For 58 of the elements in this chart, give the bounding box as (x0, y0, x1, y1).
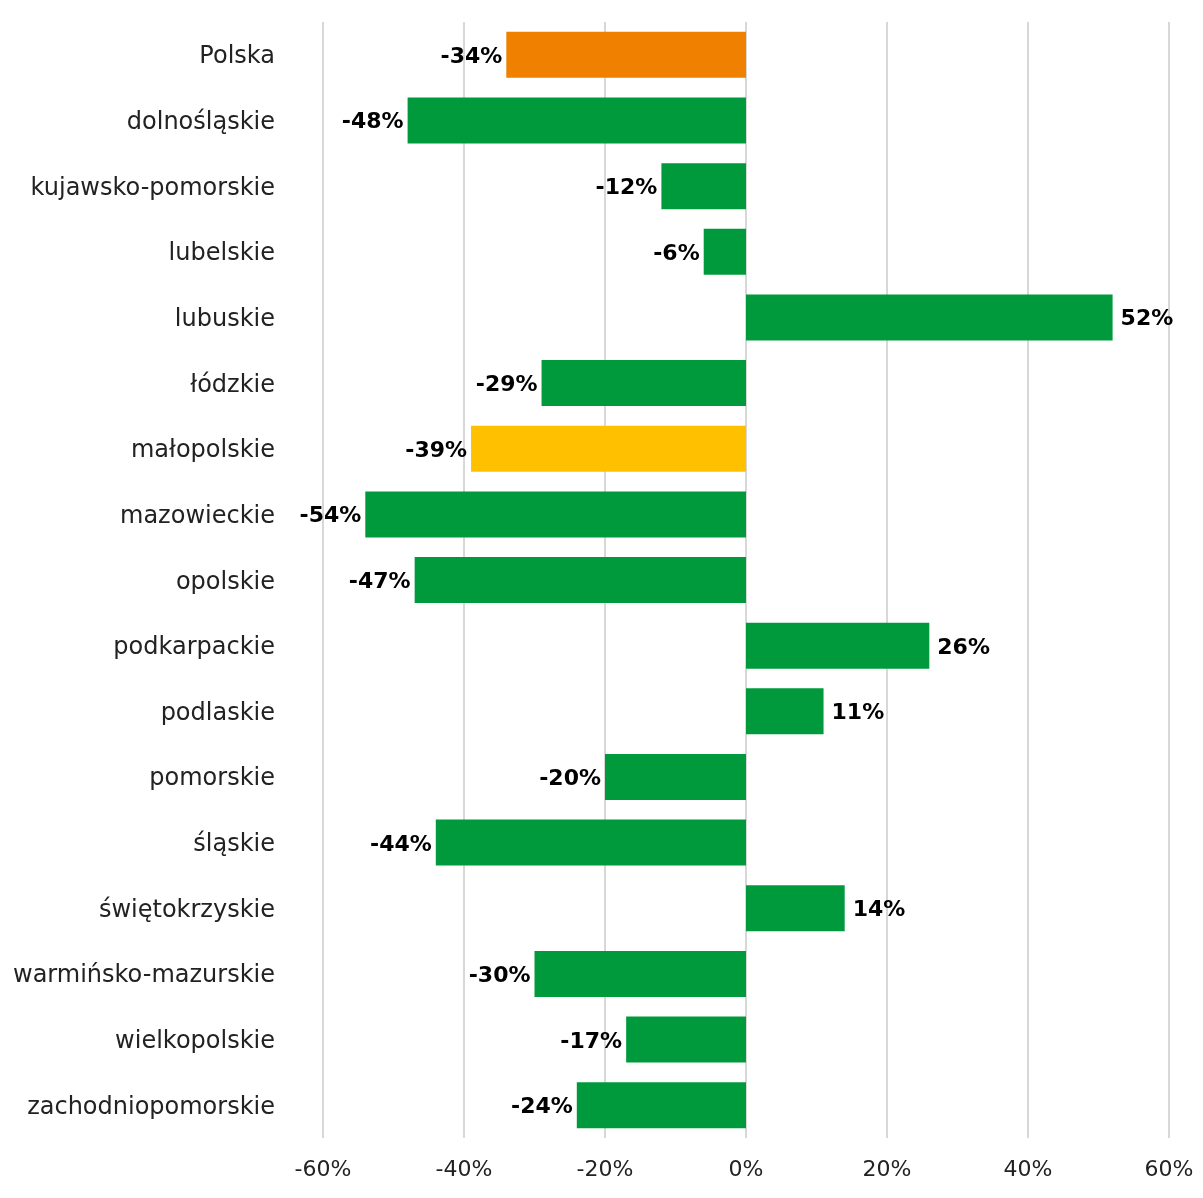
data-label: -24% (511, 1093, 573, 1119)
y-tick-label: mazowieckie (120, 500, 275, 529)
bar (435, 819, 746, 866)
x-tick-label: 60% (1144, 1155, 1194, 1181)
bar (746, 294, 1113, 341)
data-label: -34% (440, 42, 503, 68)
x-tick-label: -60% (294, 1155, 352, 1181)
y-tick-label: łódzkie (190, 369, 275, 398)
y-tick-label: podkarpackie (113, 632, 275, 661)
bar (414, 557, 746, 604)
y-tick-label: śląskie (193, 829, 275, 858)
x-tick-label: -20% (576, 1155, 634, 1181)
x-tick-label: -40% (435, 1155, 493, 1181)
data-label: -12% (595, 174, 658, 200)
data-label: -44% (370, 830, 432, 856)
y-tick-label: kujawsko-pomorskie (30, 172, 275, 201)
bar (703, 228, 746, 275)
y-tick-label: podlaskie (160, 697, 275, 726)
data-label: -20% (539, 764, 601, 790)
bar (534, 950, 746, 997)
data-label: -29% (475, 371, 538, 397)
bar (746, 688, 824, 735)
data-label: -30% (468, 961, 531, 987)
bar (365, 491, 746, 538)
y-tick-label: dolnośląskie (126, 106, 275, 135)
y-tick-label: Polska (199, 41, 275, 70)
bar (541, 360, 746, 407)
bar (746, 622, 930, 669)
data-label: 52% (1120, 305, 1174, 331)
data-label: -54% (299, 502, 362, 528)
data-label: -47% (348, 568, 411, 594)
bar (626, 1016, 746, 1063)
y-tick-label: małopolskie (130, 435, 275, 464)
bar (661, 163, 746, 210)
y-tick-label: zachodniopomorskie (27, 1091, 275, 1120)
bar (605, 753, 746, 800)
x-tick-label: 0% (728, 1155, 764, 1181)
bar (576, 1082, 746, 1129)
y-tick-label: warmińsko-mazurskie (13, 960, 275, 989)
x-tick-label: 40% (1003, 1155, 1053, 1181)
data-label: -39% (405, 436, 468, 462)
data-label: -48% (341, 108, 404, 134)
y-tick-label: lubelskie (168, 238, 275, 267)
bar (506, 31, 746, 78)
bar (407, 97, 746, 144)
data-label: 14% (852, 896, 906, 922)
bar (471, 425, 746, 472)
y-tick-label: pomorskie (149, 763, 275, 792)
y-tick-label: wielkopolskie (115, 1026, 275, 1055)
y-tick-label: opolskie (175, 566, 275, 595)
data-label: 26% (937, 633, 990, 659)
y-tick-label: świętokrzyskie (98, 894, 275, 923)
bar (746, 885, 845, 932)
data-label: -6% (653, 239, 700, 265)
y-tick-label: lubuskie (174, 303, 275, 332)
data-label: -17% (560, 1027, 623, 1053)
data-label: 11% (831, 699, 885, 725)
x-tick-label: 20% (862, 1155, 912, 1181)
